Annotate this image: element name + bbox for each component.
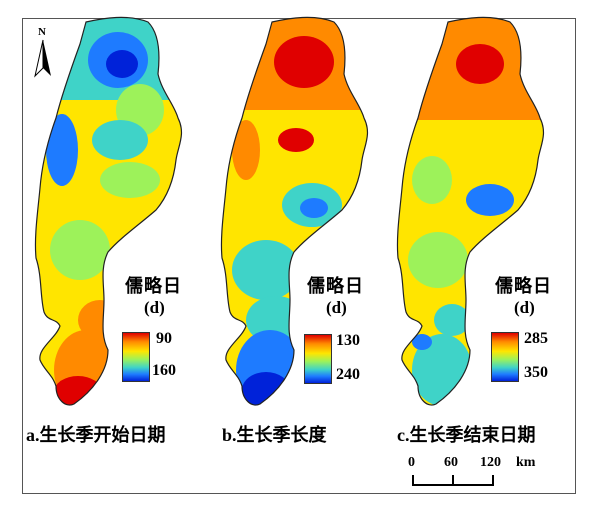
- map-panel-a: [34, 16, 183, 406]
- legend-a-colorbar: [122, 332, 150, 382]
- scale-label-0: 0: [408, 455, 415, 470]
- scale-unit: km: [516, 455, 536, 470]
- scale-label-120: 120: [480, 455, 501, 470]
- legend-b-unit: (d): [326, 298, 347, 317]
- north-label: N: [38, 26, 46, 38]
- map-panel-b: [220, 16, 369, 406]
- legend-b-colorbar: [304, 334, 332, 384]
- legend-b-low: 240: [336, 366, 360, 383]
- legend-b-high: 130: [336, 332, 360, 349]
- legend-a-low: 160: [152, 362, 176, 379]
- scale-bar: [412, 475, 494, 486]
- caption-a: a.生长季开始日期: [26, 425, 166, 445]
- caption-b: b.生长季长度: [222, 425, 327, 445]
- legend-a-unit: (d): [144, 298, 165, 317]
- legend-b-title: 儒略日: [307, 276, 364, 296]
- legend-a-high: 90: [156, 330, 172, 347]
- north-arrow-icon: [34, 39, 51, 78]
- scale-label-60: 60: [444, 455, 458, 470]
- legend-c-low: 350: [524, 364, 548, 381]
- legend-c-title: 儒略日: [495, 276, 552, 296]
- legend-c-colorbar: [491, 332, 519, 382]
- legend-a-title: 儒略日: [125, 276, 182, 296]
- legend-c-unit: (d): [514, 298, 535, 317]
- legend-c-high: 285: [524, 330, 548, 347]
- caption-c: c.生长季结束日期: [397, 425, 536, 445]
